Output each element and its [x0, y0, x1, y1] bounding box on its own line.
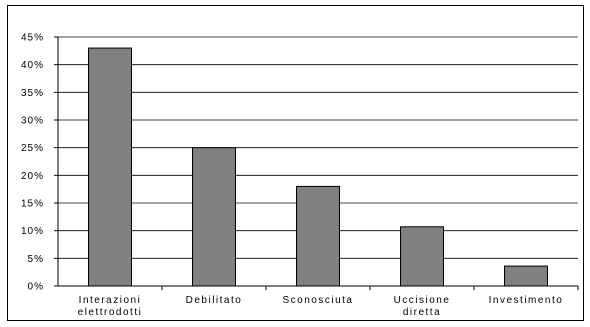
y-tick-label: 5%	[28, 254, 44, 265]
gridlines	[58, 36, 578, 259]
y-axis-ticks: 0% 5% 10% 15% 20% 25% 30% 35% 40% 45%	[21, 33, 58, 293]
x-category-label: elettrodotti	[78, 307, 143, 318]
x-category-label: Uccisione	[394, 295, 451, 306]
bar	[504, 265, 548, 287]
y-tick-label: 45%	[21, 33, 44, 44]
x-category-label: diretta	[403, 307, 441, 318]
x-category-label: Debilitato	[186, 295, 243, 306]
bars	[88, 47, 548, 287]
bar	[400, 226, 444, 287]
y-tick-label: 35%	[21, 88, 44, 99]
y-tick-label: 25%	[21, 143, 44, 154]
y-tick-label: 20%	[21, 171, 44, 182]
bar	[296, 185, 340, 287]
x-category-label: Interazioni	[79, 295, 142, 306]
x-category-label: Investimento	[489, 295, 564, 306]
y-tick-label: 40%	[21, 60, 44, 71]
y-tick-label: 0%	[28, 282, 44, 293]
bar	[88, 47, 132, 287]
y-tick-label: 30%	[21, 116, 44, 127]
bar	[192, 147, 236, 287]
y-tick-label: 10%	[21, 226, 44, 237]
y-tick-label: 15%	[21, 199, 44, 210]
x-category-label: Sconosciuta	[283, 295, 354, 306]
